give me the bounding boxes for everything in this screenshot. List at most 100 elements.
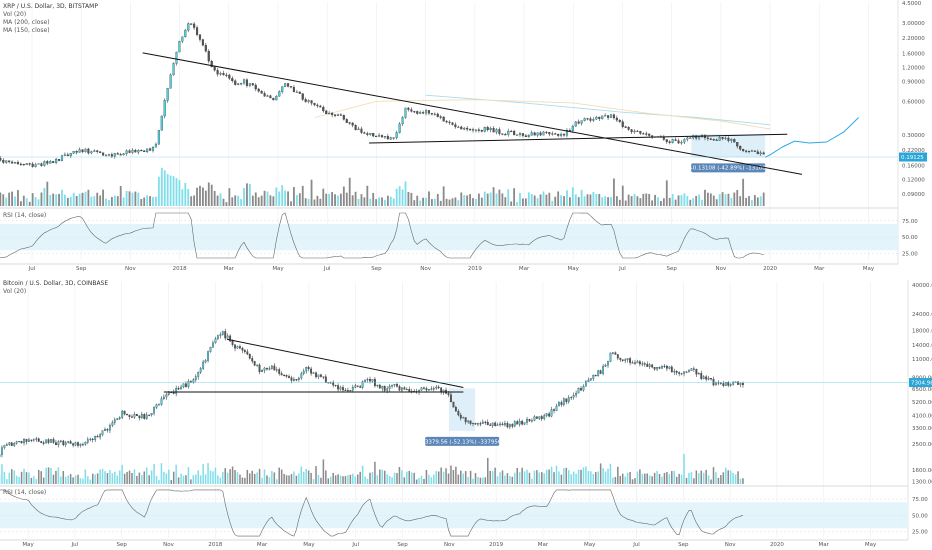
volume-bar [386,474,388,484]
volume-bar [300,466,303,484]
candle-body [1,447,3,455]
candle-body [700,373,703,379]
candle-body [246,351,249,355]
volume-bar [630,196,633,206]
time-tick-label: Jul [323,266,331,272]
volume-bar [376,475,379,484]
volume-bar [273,472,276,484]
candle-body [472,422,474,425]
time-tick-label: 2019 [489,542,503,548]
candle-body [87,148,90,154]
candle-body [140,150,143,152]
volume-bar [64,194,66,206]
volume-bar [81,192,84,206]
volume-bar [675,476,678,484]
volume-bar [152,197,154,206]
candle-body [193,23,196,28]
volume-bar [495,193,498,206]
volume-bar [526,469,528,484]
candle-body [322,107,325,112]
volume-bar [425,197,427,206]
candle-body [692,368,695,370]
volume-bar [66,197,69,206]
candle-body [45,439,48,444]
candle-body [501,133,504,135]
candle-body [483,127,486,132]
volume-bars [0,453,744,484]
volume-bar [563,468,565,484]
volume-bar [226,472,229,484]
candle-body [523,422,526,425]
candle-body [587,379,590,382]
candle-body [260,91,263,94]
candle-body [214,338,217,344]
candle-body [236,346,239,349]
candle-body [128,150,131,153]
candle-body [349,390,352,392]
volume-bar [316,195,319,206]
candle-body [551,133,554,135]
candle-body [432,388,435,390]
volume-bar [657,197,659,206]
volume-bar [484,477,487,484]
volume-bar [209,470,212,484]
volume-bar [175,464,177,484]
time-tick-label: 2018 [208,542,222,548]
candle-body [72,443,75,446]
volume-bar [673,470,676,484]
candle-body [501,423,504,426]
volume-bar [415,479,418,484]
volume-bar [241,477,244,484]
candle-body [686,137,689,140]
volume-bar [213,190,216,206]
volume-bar [422,197,425,206]
candle-body [469,129,472,131]
candle-body [604,115,607,117]
candle-body [548,413,551,417]
volume-bar [725,467,727,484]
volume-bar [25,198,28,206]
candle-body [474,129,478,131]
candle-body [492,128,495,133]
volume-bar [181,189,184,206]
volume-bar [214,467,217,484]
candle-body [419,112,422,114]
candle-body [371,379,374,382]
volume-bar [732,472,734,484]
candle-body [577,388,580,394]
volume-bar [683,193,686,206]
candle-body [77,442,79,446]
candle-body [5,160,8,163]
candle-body [420,387,423,391]
candle-body [486,422,489,426]
candle-body [119,154,122,156]
volume-bar [406,471,408,484]
time-tick-label: Mar [224,266,235,272]
volume-bar [143,471,146,484]
candle-body [430,113,433,115]
candle-body [91,438,94,440]
candle-body [84,148,87,153]
candle-body [661,365,663,369]
volume-bar [463,195,466,206]
volume-bar [748,196,750,206]
volume-bar [93,196,96,206]
candle-body [342,387,344,391]
candle-body [624,126,627,128]
candle-body [521,421,524,425]
candle-body [607,361,609,366]
candle-body [689,137,692,139]
volume-bar [730,197,733,206]
candle-body [210,60,213,68]
volume-bar [677,195,680,206]
volume-bar [99,195,102,206]
candle-body [104,429,106,431]
candle-body [575,392,578,396]
volume-bar [539,194,542,206]
volume-bar [369,472,371,484]
volume-bar [315,466,317,484]
candle-body [16,162,20,165]
candle-body [710,378,712,380]
volume-bar [527,192,530,206]
candle-body [712,139,715,141]
